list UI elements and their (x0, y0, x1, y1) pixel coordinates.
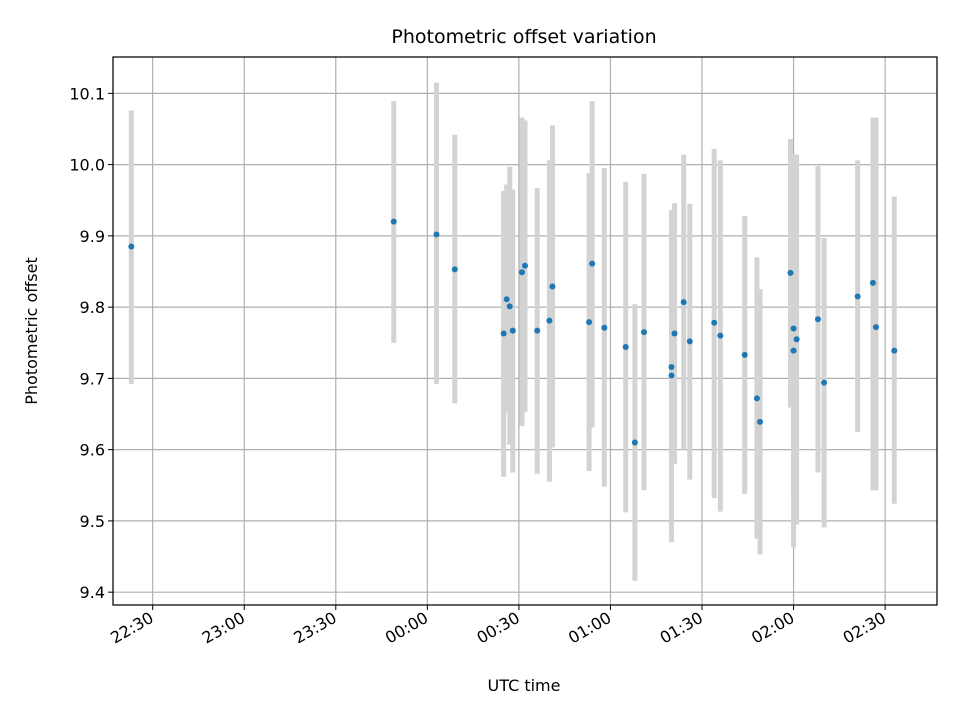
data-point (631, 439, 638, 446)
y-axis-title: Photometric offset (22, 257, 41, 405)
chart-title: Photometric offset variation (391, 26, 656, 48)
data-point (433, 231, 440, 238)
data-point (500, 330, 507, 337)
y-tick-label: 9.4 (80, 583, 105, 602)
data-point (793, 336, 800, 343)
data-point (717, 332, 724, 339)
data-point (790, 325, 797, 332)
data-point (671, 330, 678, 337)
data-point (586, 319, 593, 326)
data-point (814, 316, 821, 323)
data-point (790, 347, 797, 354)
data-point (891, 347, 898, 354)
y-tick-label: 9.7 (80, 369, 105, 388)
data-points (128, 218, 898, 446)
data-point (503, 296, 510, 303)
y-tick-label: 10.0 (69, 156, 105, 175)
x-axis-title: UTC time (488, 676, 561, 695)
data-point (522, 262, 528, 269)
data-point (787, 269, 794, 276)
y-tick-label: 9.9 (80, 227, 105, 246)
data-point (451, 266, 458, 273)
y-tick-label: 10.1 (69, 84, 105, 103)
data-point (622, 344, 629, 351)
data-point (753, 395, 760, 402)
plot-frame (112, 56, 938, 606)
data-point (872, 324, 879, 331)
data-point (549, 283, 556, 290)
data-point (589, 260, 596, 267)
data-point (506, 303, 513, 310)
data-point (854, 293, 861, 300)
data-point (546, 317, 553, 324)
y-tick-label: 9.5 (80, 512, 105, 531)
data-point (128, 243, 135, 250)
data-point (668, 363, 675, 370)
data-point (686, 338, 693, 345)
data-point (509, 327, 516, 334)
data-point (680, 299, 687, 306)
data-point (756, 418, 763, 425)
data-point (390, 218, 397, 225)
data-point (534, 327, 541, 334)
data-point (641, 329, 648, 336)
data-point (518, 269, 525, 276)
y-tick-label: 9.6 (80, 441, 105, 460)
data-point (821, 379, 828, 386)
data-point (869, 279, 876, 286)
data-point (668, 372, 675, 379)
y-tick-label: 9.8 (80, 298, 105, 317)
data-point (741, 351, 748, 358)
data-point (711, 319, 718, 326)
data-point (601, 324, 608, 331)
